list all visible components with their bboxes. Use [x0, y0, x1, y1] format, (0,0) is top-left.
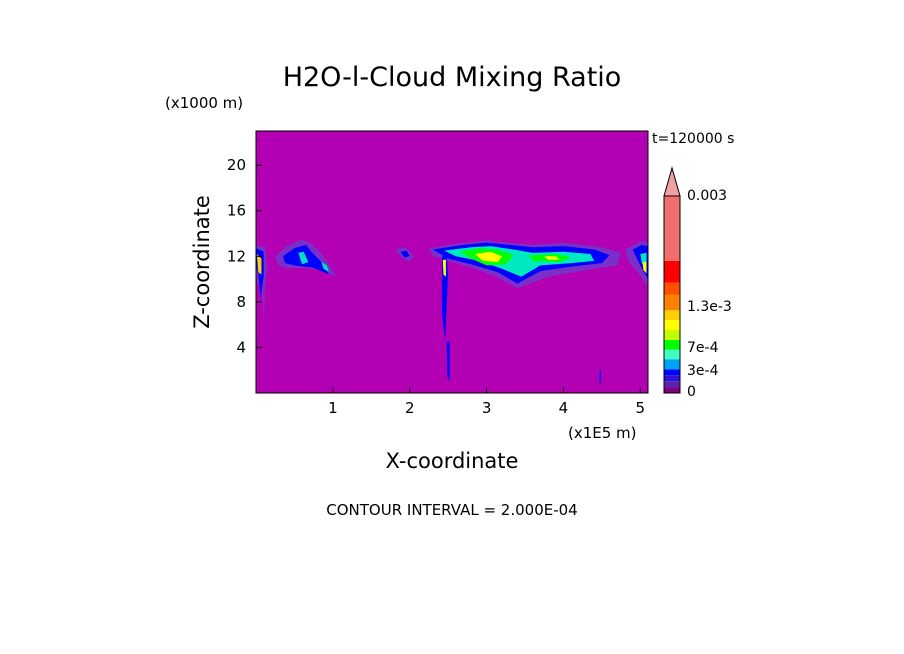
y-axis: 4 8 12 16 20	[227, 156, 262, 356]
colorbar-band	[664, 349, 680, 360]
cloud-contour	[442, 259, 446, 277]
y-unit-label: (x1000 m)	[165, 94, 243, 112]
x-unit-label: (x1E5 m)	[568, 424, 637, 442]
colorbar-band	[664, 381, 680, 388]
y-tick-label: 12	[227, 247, 246, 265]
cloud-contour	[442, 256, 449, 342]
cloud-contour	[642, 262, 647, 274]
colorbar-extend-arrow	[663, 166, 681, 197]
cloud-contour	[544, 256, 560, 260]
y-tick-label: 16	[227, 202, 246, 220]
colorbar-band	[664, 282, 680, 295]
colorbar-label: 7e-4	[687, 340, 719, 356]
y-tick-label: 4	[236, 338, 246, 356]
x-tick-label: 2	[405, 399, 415, 417]
x-axis: 1 2 3 4 5	[328, 387, 645, 417]
plot-area	[255, 130, 649, 394]
colorbar-band	[664, 196, 680, 262]
colorbar-band	[664, 369, 680, 376]
colorbar-band	[664, 329, 680, 340]
x-axis-title: X-coordinate	[386, 449, 519, 473]
colorbar-band	[664, 387, 680, 393]
x-tick-label: 4	[559, 399, 569, 417]
time-label: t=120000 s	[652, 131, 734, 147]
contour-interval-note: CONTOUR INTERVAL = 2.000E-04	[326, 501, 577, 519]
colorbar-band	[664, 359, 680, 370]
cloud-contour	[256, 254, 262, 275]
plot-frame	[255, 130, 649, 394]
y-axis-title: Z-coordinate	[190, 195, 214, 329]
x-tick-label: 5	[636, 399, 646, 417]
colorbar-band	[664, 339, 680, 350]
colorbar-band	[664, 294, 680, 311]
cloud-contour	[321, 262, 329, 273]
colorbar-band	[664, 375, 680, 382]
x-tick-label: 3	[482, 399, 492, 417]
colorbar-label: 3e-4	[687, 363, 719, 379]
cloud-contour	[599, 370, 602, 384]
x-tick-label: 1	[328, 399, 338, 417]
colorbar: 0.003 1.3e-3 7e-4 3e-4 0	[663, 166, 732, 400]
colorbar-band	[664, 320, 680, 330]
colorbar-band	[664, 310, 680, 321]
y-tick-label: 20	[227, 156, 246, 174]
y-tick-label: 8	[236, 293, 246, 311]
cloud-contour	[400, 250, 410, 258]
chart-title: H2O-l-Cloud Mixing Ratio	[283, 62, 622, 93]
colorbar-label: 0.003	[687, 188, 727, 204]
colorbar-label: 1.3e-3	[687, 299, 732, 315]
colorbar-band	[664, 261, 680, 283]
cloud-contour	[298, 251, 309, 265]
cloud-contour	[446, 341, 450, 382]
cloud-field	[256, 239, 648, 384]
cloud-contour	[475, 251, 502, 262]
colorbar-label: 0	[687, 384, 696, 400]
